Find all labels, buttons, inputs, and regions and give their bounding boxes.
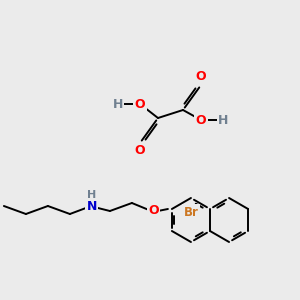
Text: H: H	[218, 113, 228, 127]
Text: O: O	[148, 205, 159, 218]
Text: N: N	[87, 200, 97, 212]
Text: Br: Br	[184, 206, 198, 218]
Text: O: O	[196, 113, 206, 127]
Text: O: O	[135, 145, 145, 158]
Text: H: H	[87, 190, 97, 200]
Text: O: O	[135, 98, 145, 110]
Text: O: O	[196, 70, 206, 83]
Text: H: H	[113, 98, 123, 110]
